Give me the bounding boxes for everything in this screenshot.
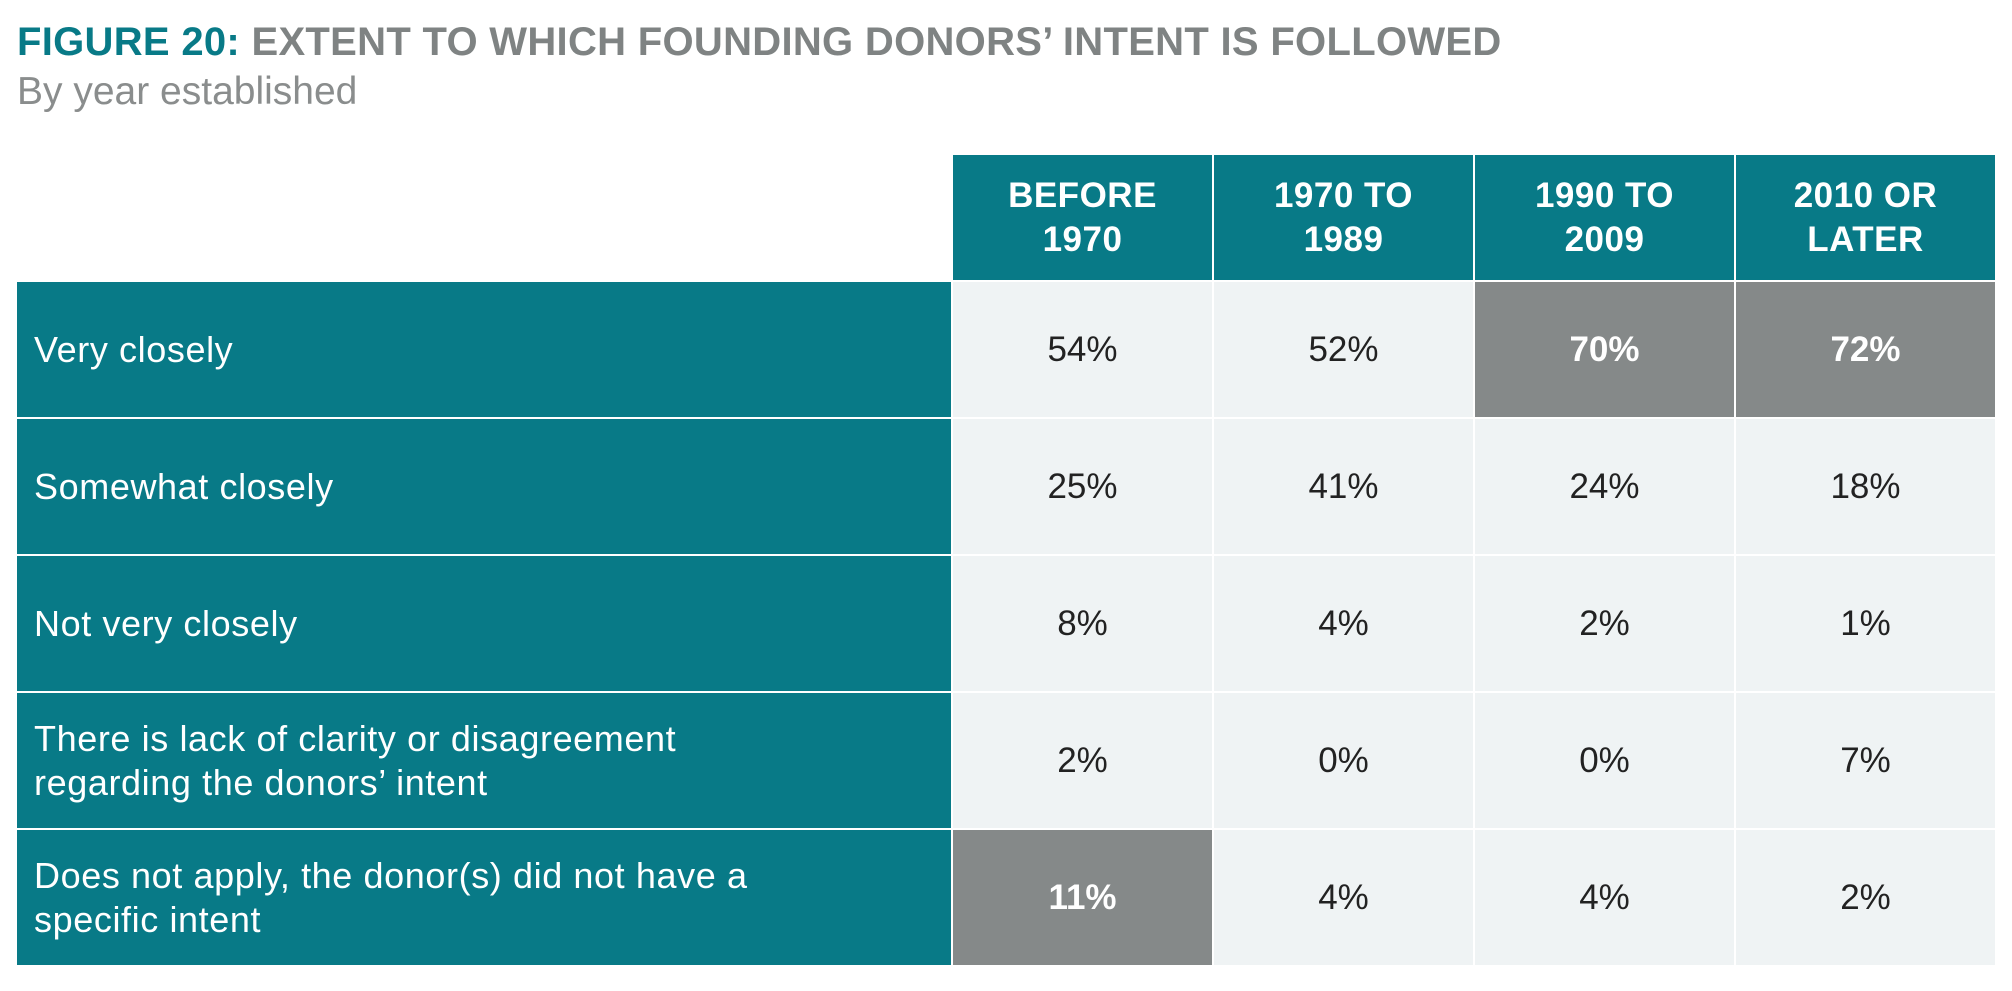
table-cell: 0% bbox=[1212, 691, 1475, 830]
table-cell: 4% bbox=[1473, 828, 1736, 967]
row-label: There is lack of clarity or disagreement… bbox=[17, 691, 953, 830]
row-label: Very closely bbox=[17, 280, 953, 419]
table-cell: 2% bbox=[1473, 554, 1736, 693]
table-row: Does not apply, the donor(s) did not hav… bbox=[17, 828, 1997, 967]
table-cell: 8% bbox=[951, 554, 1214, 693]
table-cell: 2% bbox=[1734, 828, 1997, 967]
table-cell-highlighted: 11% bbox=[951, 828, 1214, 967]
figure-title-text: EXTENT TO WHICH FOUNDING DONORS’ INTENT … bbox=[251, 20, 1502, 64]
figure-title: FIGURE 20: EXTENT TO WHICH FOUNDING DONO… bbox=[17, 16, 1502, 68]
table-cell: 4% bbox=[1212, 554, 1475, 693]
row-label: Somewhat closely bbox=[17, 417, 953, 556]
table-cell-highlighted: 72% bbox=[1734, 280, 1997, 419]
table-cell: 25% bbox=[951, 417, 1214, 556]
table-cell: 54% bbox=[951, 280, 1214, 419]
row-label: Not very closely bbox=[17, 554, 953, 693]
table-cell: 7% bbox=[1734, 691, 1997, 830]
table-cell: 2% bbox=[951, 691, 1214, 830]
column-header: 1990 TO 2009 bbox=[1473, 153, 1736, 282]
table-cell: 41% bbox=[1212, 417, 1475, 556]
column-header: BEFORE 1970 bbox=[951, 153, 1214, 282]
figure-subtitle: By year established bbox=[17, 70, 358, 113]
table-row: Not very closely 8% 4% 2% 1% bbox=[17, 554, 1997, 693]
table-row: Somewhat closely 25% 41% 24% 18% bbox=[17, 417, 1997, 556]
table-row: There is lack of clarity or disagreement… bbox=[17, 691, 1997, 830]
table-cell-highlighted: 70% bbox=[1473, 280, 1736, 419]
column-header: 2010 OR LATER bbox=[1734, 153, 1997, 282]
table-cell: 24% bbox=[1473, 417, 1736, 556]
column-header: 1970 TO 1989 bbox=[1212, 153, 1475, 282]
table-row: Very closely 54% 52% 70% 72% bbox=[17, 280, 1997, 419]
table-header-row: BEFORE 1970 1970 TO 1989 1990 TO 2009 20… bbox=[17, 153, 1997, 282]
table-cell: 18% bbox=[1734, 417, 1997, 556]
table-cell: 0% bbox=[1473, 691, 1736, 830]
table-cell: 52% bbox=[1212, 280, 1475, 419]
table-cell: 1% bbox=[1734, 554, 1997, 693]
data-table: BEFORE 1970 1970 TO 1989 1990 TO 2009 20… bbox=[17, 153, 1997, 967]
data-table-container: BEFORE 1970 1970 TO 1989 1990 TO 2009 20… bbox=[17, 153, 1997, 967]
figure-label: FIGURE 20: bbox=[17, 20, 241, 64]
row-label: Does not apply, the donor(s) did not hav… bbox=[17, 828, 953, 967]
table-cell: 4% bbox=[1212, 828, 1475, 967]
table-corner bbox=[17, 154, 952, 281]
